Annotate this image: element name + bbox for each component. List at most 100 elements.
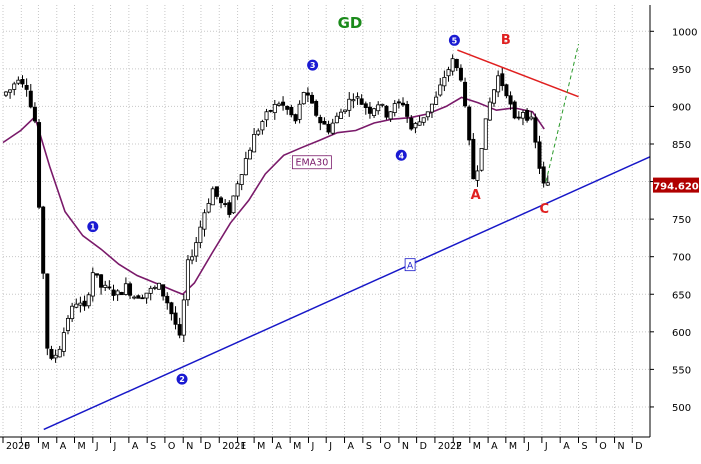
candle-up [8,89,13,93]
x-tick-label: A [563,441,570,452]
candle-up [343,109,348,113]
candle-up [148,287,153,294]
candle-up [376,104,381,112]
candle-down [28,90,33,108]
ema-label: EMA30 [295,158,328,169]
candle-up [492,89,497,104]
x-tick-label: S [582,441,588,452]
candle-down [37,122,42,208]
x-tick-label: J [544,441,548,452]
y-tick-label: 750 [672,215,691,226]
candle-up [434,96,439,105]
candle-down [512,101,517,119]
candle-up [483,118,488,150]
x-tick-label: M [293,441,301,452]
y-tick-label: 850 [672,140,691,151]
candle-down [285,105,290,110]
x-tick-label: A [275,441,282,452]
x-tick-label: D [635,441,642,452]
candle-down [227,202,232,215]
candle-down [41,206,46,274]
y-tick-label: 600 [672,328,691,339]
candle-up [380,103,385,106]
ema-layer: EMA30 [2,96,545,296]
candle-down [94,273,99,276]
candle-up [429,103,434,113]
candle-up [198,226,203,244]
candle-down [24,85,29,90]
candle-down [367,106,372,114]
candle-up [388,111,393,120]
candle-down [396,101,401,104]
candle-down [326,123,331,133]
candle-down [136,295,141,299]
candle-up [74,303,79,308]
candle-down [401,102,406,106]
candle-down [363,103,368,108]
y-tick-label: 650 [672,290,691,301]
candle-up [252,134,257,153]
resistance-line [457,49,579,98]
candles [3,54,550,363]
x-tick-label: A [491,441,498,452]
candle-up [181,299,186,336]
candle-down [467,106,472,141]
candle-down [359,98,364,105]
last-price-box [653,177,699,193]
candle-up [144,292,149,299]
candle-up [421,117,426,123]
candle-up [70,305,75,320]
candle-up [86,294,91,307]
x-tick-label: 2020 [6,441,30,452]
candle-down [32,106,37,122]
x-tick-label: N [618,441,625,452]
candle-up [264,111,269,121]
candle-up [496,75,501,93]
candle-down [504,84,509,97]
x-tick-label: 2021 [222,441,246,452]
x-tick-label: M [509,441,517,452]
candle-up [301,92,306,105]
wave-number-marker [307,59,319,71]
candle-up [185,259,190,301]
candle-up [206,203,211,213]
ema30-line [2,96,545,296]
candle-down [314,100,319,116]
candle-up [442,76,447,87]
candle-up [372,108,377,116]
wave-letter-label: A [471,188,481,203]
candle-up [520,112,525,119]
x-tick-label: A [348,441,355,452]
candle-up [529,116,534,120]
candle-up [3,91,8,96]
wave-number-label: 3 [310,61,316,70]
candle-down [128,283,133,296]
candle-up [330,122,335,134]
candle-down [165,295,170,304]
trendline-label-box [404,258,416,272]
ema-label-box [291,155,332,170]
y-tick-label: 550 [672,365,691,376]
candle-up [272,104,277,114]
x-tick-label: A [60,441,67,452]
candle-up [235,183,240,197]
candle-down [293,114,298,122]
candle-down [140,297,145,300]
y-tick-label: 900 [672,102,691,113]
candle-down [508,95,513,105]
candle-up [90,272,95,297]
candle-up [156,282,161,290]
candle-up [57,348,62,358]
wave-number-label: 1 [90,223,96,232]
candle-up [210,188,215,206]
x-tick-label: N [186,441,193,452]
candle-up [202,212,207,230]
candle-up [475,170,480,181]
candle-up [392,103,397,113]
last-price-label: 794.620 [653,182,699,193]
candle-down [111,289,116,296]
support-line [43,156,651,431]
